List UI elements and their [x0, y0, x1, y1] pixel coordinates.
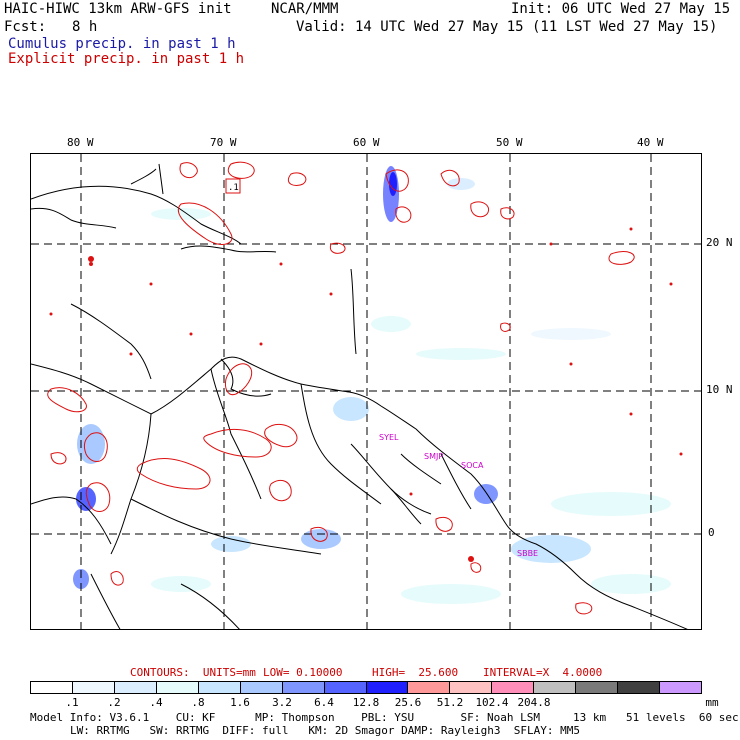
contour-low: LOW= 0.10000	[263, 666, 343, 679]
colorbar-swatch	[156, 682, 199, 693]
lon-label-50w: 50 W	[496, 136, 523, 149]
colorbar-tick-label: 6.4	[314, 696, 334, 709]
colorbar-tick-label: 12.8	[352, 696, 380, 709]
coastlines	[31, 163, 688, 629]
graticule	[31, 154, 701, 629]
contour-high: HIGH= 25.600	[372, 666, 459, 679]
valid-time: Valid: 14 UTC Wed 27 May 15 (11 LST Wed …	[296, 19, 718, 35]
colorbar-swatch	[198, 682, 241, 693]
contour-interval: INTERVAL=X 4.0000	[483, 666, 603, 679]
colorbar-swatch	[366, 682, 409, 693]
colorbar-tick-label: 3.2	[272, 696, 292, 709]
station-smjp: SMJP	[424, 452, 443, 461]
colorbar-units: mm	[705, 696, 719, 709]
colorbar-tick-label: .2	[107, 696, 121, 709]
explicit-precip-contours	[47, 161, 635, 615]
contour-box-label: .1	[228, 183, 239, 193]
init-time: Init: 06 UTC Wed 27 May 15	[511, 1, 731, 17]
scattered-contours	[49, 227, 683, 562]
model-info-line1: Model Info: V3.6.1 CU: KF MP: Thompson P…	[30, 711, 739, 724]
colorbar-swatch	[492, 682, 535, 693]
lon-label-40w: 40 W	[637, 136, 664, 149]
colorbar-swatch	[240, 682, 283, 693]
forecast-label: Fcst:	[4, 19, 47, 35]
colorbar-swatch	[72, 682, 115, 693]
precipitation-map: .1 SYEL SMJP SOCA SBBE	[30, 153, 702, 630]
lat-label-20n: 20 N	[706, 236, 733, 249]
colorbar-swatch	[660, 682, 701, 693]
title-left: HAIC-HIWC 13km ARW-GFS init	[4, 1, 232, 17]
explicit-legend: Explicit precip. in past 1 h	[8, 51, 245, 67]
lon-label-60w: 60 W	[353, 136, 380, 149]
colorbar-swatch	[576, 682, 619, 693]
colorbar	[30, 681, 702, 694]
colorbar-tick-label: 25.6	[394, 696, 422, 709]
cumulus-legend: Cumulus precip. in past 1 h	[8, 36, 236, 52]
colorbar-swatch	[282, 682, 325, 693]
colorbar-tick-label: .8	[191, 696, 205, 709]
colorbar-tick-label: .4	[149, 696, 163, 709]
station-sbbe: SBBE	[517, 549, 538, 558]
colorbar-tick-label: 204.8	[517, 696, 551, 709]
forecast-hour: 8 h	[72, 19, 98, 35]
station-syel: SYEL	[379, 433, 399, 442]
colorbar-swatch	[324, 682, 367, 693]
colorbar-tick-label: .1	[65, 696, 79, 709]
station-soca: SOCA	[461, 461, 484, 470]
colorbar-swatch	[450, 682, 493, 693]
lon-label-70w: 70 W	[210, 136, 237, 149]
map-canvas: .1 SYEL SMJP SOCA SBBE	[31, 154, 701, 629]
colorbar-swatch	[618, 682, 661, 693]
cumulus-precip-shading	[73, 166, 671, 604]
colorbar-tick-label: 102.4	[475, 696, 509, 709]
colorbar-tick-label: 51.2	[436, 696, 464, 709]
contour-box	[225, 178, 241, 194]
title-center: NCAR/MMM	[271, 1, 339, 17]
colorbar-swatch	[408, 682, 451, 693]
colorbar-swatch	[114, 682, 157, 693]
contour-units: CONTOURS: UNITS=mm	[130, 666, 256, 679]
model-info-line2: LW: RRTMG SW: RRTMG DIFF: full KM: 2D Sm…	[70, 724, 580, 737]
colorbar-swatch	[31, 682, 73, 693]
lon-label-80w: 80 W	[67, 136, 94, 149]
lat-label-10n: 10 N	[706, 383, 733, 396]
lat-label-0: 0	[708, 526, 715, 539]
colorbar-swatch	[534, 682, 577, 693]
colorbar-tick-label: 1.6	[230, 696, 250, 709]
